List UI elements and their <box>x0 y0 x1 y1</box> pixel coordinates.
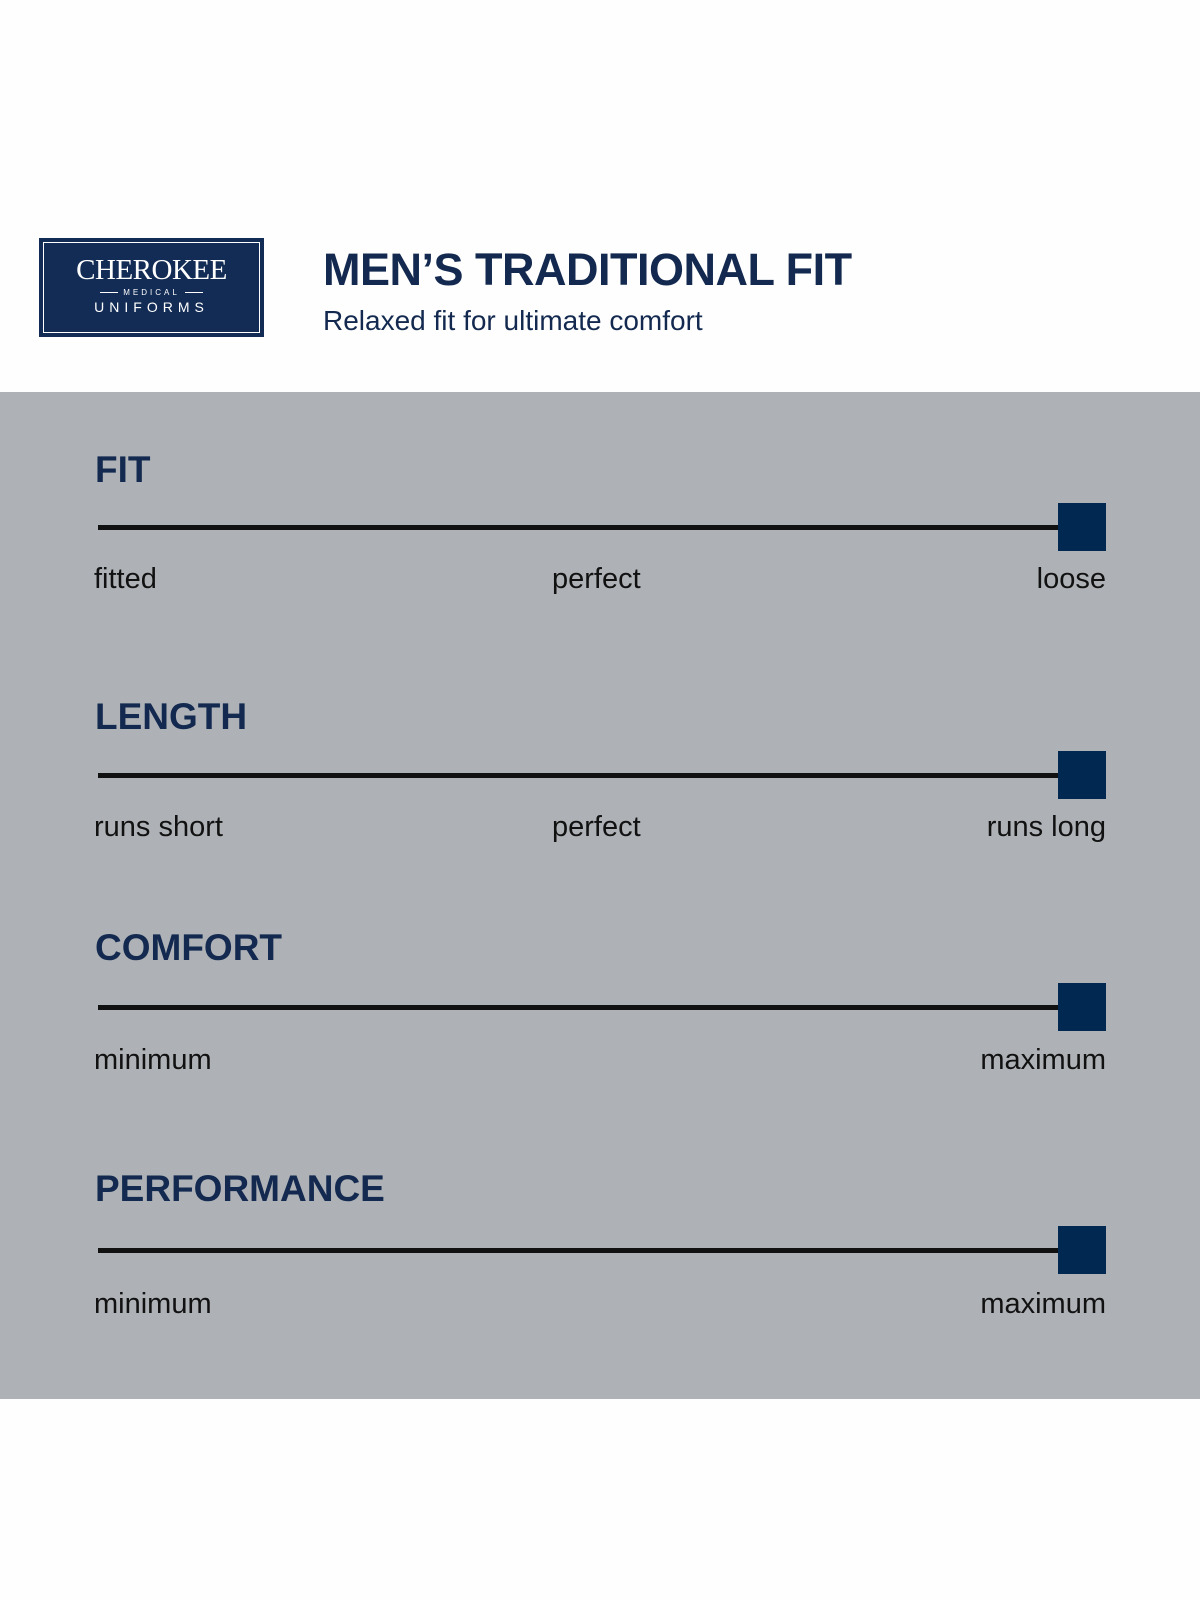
scales-panel <box>0 392 1200 1399</box>
logo-brand: CHEROKEE <box>76 254 227 286</box>
cherokee-logo: CHEROKEE MEDICAL UNIFORMS <box>39 238 264 337</box>
logo-main: UNIFORMS <box>94 299 209 315</box>
scale-track <box>98 773 1058 778</box>
page-subtitle: Relaxed fit for ultimate comfort <box>323 305 703 336</box>
scale-label-left: runs short <box>94 811 223 843</box>
scale-track <box>98 525 1058 530</box>
scale-label-right: runs long <box>986 811 1106 843</box>
scale-label-left: minimum <box>94 1044 212 1076</box>
scale-marker <box>1058 751 1106 799</box>
scale-label-left: fitted <box>94 563 157 595</box>
scale-title: COMFORT <box>95 927 283 968</box>
scale-label-middle: perfect <box>552 811 641 843</box>
scale-track <box>98 1248 1058 1253</box>
page-title: MEN’S TRADITIONAL FIT <box>323 244 852 295</box>
logo-sub: MEDICAL <box>39 288 264 297</box>
scale-marker <box>1058 503 1106 551</box>
scale-label-left: minimum <box>94 1288 212 1320</box>
scale-marker <box>1058 983 1106 1031</box>
scale-label-right: maximum <box>980 1044 1106 1076</box>
scale-label-right: loose <box>1036 563 1106 595</box>
scale-label-right: maximum <box>980 1288 1106 1320</box>
scale-title: PERFORMANCE <box>95 1168 385 1209</box>
scale-label-middle: perfect <box>552 563 641 595</box>
scale-track <box>98 1005 1058 1010</box>
scale-title: FIT <box>95 449 151 490</box>
scale-title: LENGTH <box>95 696 248 737</box>
scale-marker <box>1058 1226 1106 1274</box>
